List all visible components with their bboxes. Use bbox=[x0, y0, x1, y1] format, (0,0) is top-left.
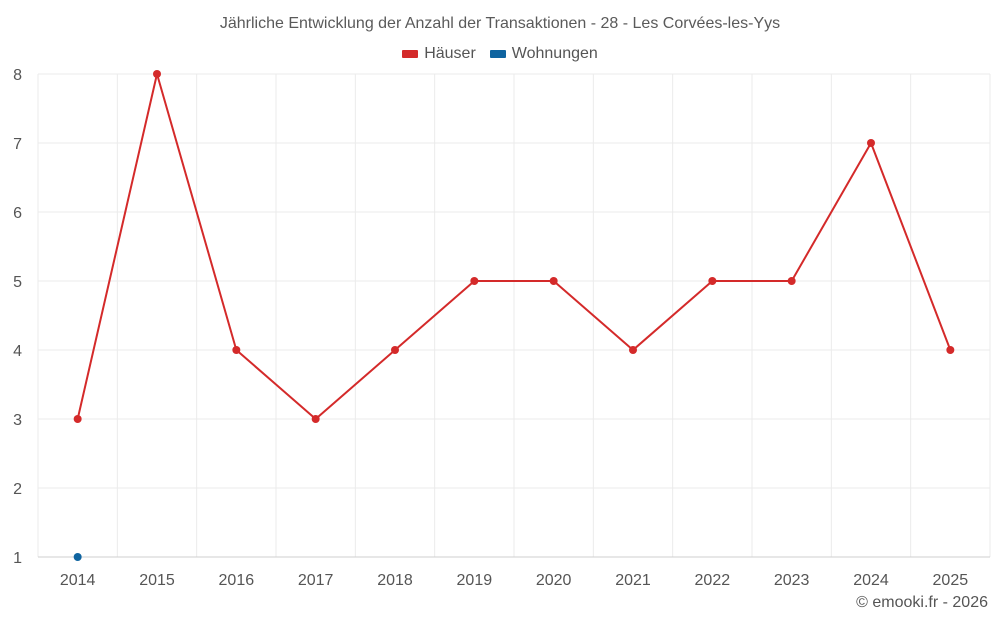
legend-label-haeuser: Häuser bbox=[424, 45, 476, 62]
x-tick-label: 2023 bbox=[774, 572, 810, 589]
x-tick-label: 2020 bbox=[536, 572, 572, 589]
legend-item-wohnungen[interactable]: Wohnungen bbox=[489, 45, 598, 63]
x-tick-label: 2014 bbox=[60, 572, 96, 589]
data-point-haeuser bbox=[549, 277, 558, 285]
x-tick-label: 2019 bbox=[457, 572, 493, 589]
y-tick-label: 1 bbox=[13, 550, 22, 567]
data-point-haeuser bbox=[391, 346, 399, 354]
legend-item-haeuser[interactable]: Häuser bbox=[402, 45, 476, 63]
data-point-haeuser bbox=[153, 70, 161, 78]
data-point-haeuser bbox=[708, 277, 717, 285]
data-point-haeuser bbox=[867, 139, 875, 147]
x-tick-label: 2015 bbox=[139, 572, 175, 589]
y-tick-label: 4 bbox=[13, 343, 22, 360]
data-point-haeuser bbox=[629, 346, 637, 354]
data-point-wohnungen bbox=[73, 553, 82, 561]
legend-swatch-wohnungen bbox=[489, 50, 506, 58]
legend: Häuser Wohnungen bbox=[0, 45, 1000, 63]
series-line-haeuser bbox=[76, 73, 952, 420]
x-tick-label: 2017 bbox=[298, 572, 334, 589]
data-point-haeuser bbox=[470, 277, 479, 285]
data-point-haeuser bbox=[311, 415, 320, 423]
x-tick-label: 2021 bbox=[615, 572, 651, 589]
x-tick-label: 2025 bbox=[933, 572, 969, 589]
x-tick-label: 2018 bbox=[377, 572, 413, 589]
x-tick-label: 2022 bbox=[695, 572, 731, 589]
x-tick-label: 2024 bbox=[853, 572, 889, 589]
x-tick-label: 2016 bbox=[219, 572, 255, 589]
legend-swatch-haeuser bbox=[402, 50, 419, 58]
y-tick-label: 5 bbox=[13, 274, 22, 291]
y-tick-label: 3 bbox=[13, 412, 22, 429]
data-point-haeuser bbox=[73, 415, 82, 423]
data-point-haeuser bbox=[946, 346, 955, 354]
y-tick-label: 7 bbox=[13, 136, 22, 153]
credit-text: © emooki.fr - 2026 bbox=[856, 594, 988, 611]
data-point-haeuser bbox=[232, 346, 241, 354]
legend-label-wohnungen: Wohnungen bbox=[511, 45, 598, 62]
data-point-haeuser bbox=[787, 277, 796, 285]
y-tick-label: 6 bbox=[13, 205, 22, 222]
y-tick-label: 8 bbox=[13, 67, 22, 84]
y-tick-label: 2 bbox=[13, 481, 22, 498]
chart-title: Jährliche Entwicklung der Anzahl der Tra… bbox=[219, 15, 781, 32]
